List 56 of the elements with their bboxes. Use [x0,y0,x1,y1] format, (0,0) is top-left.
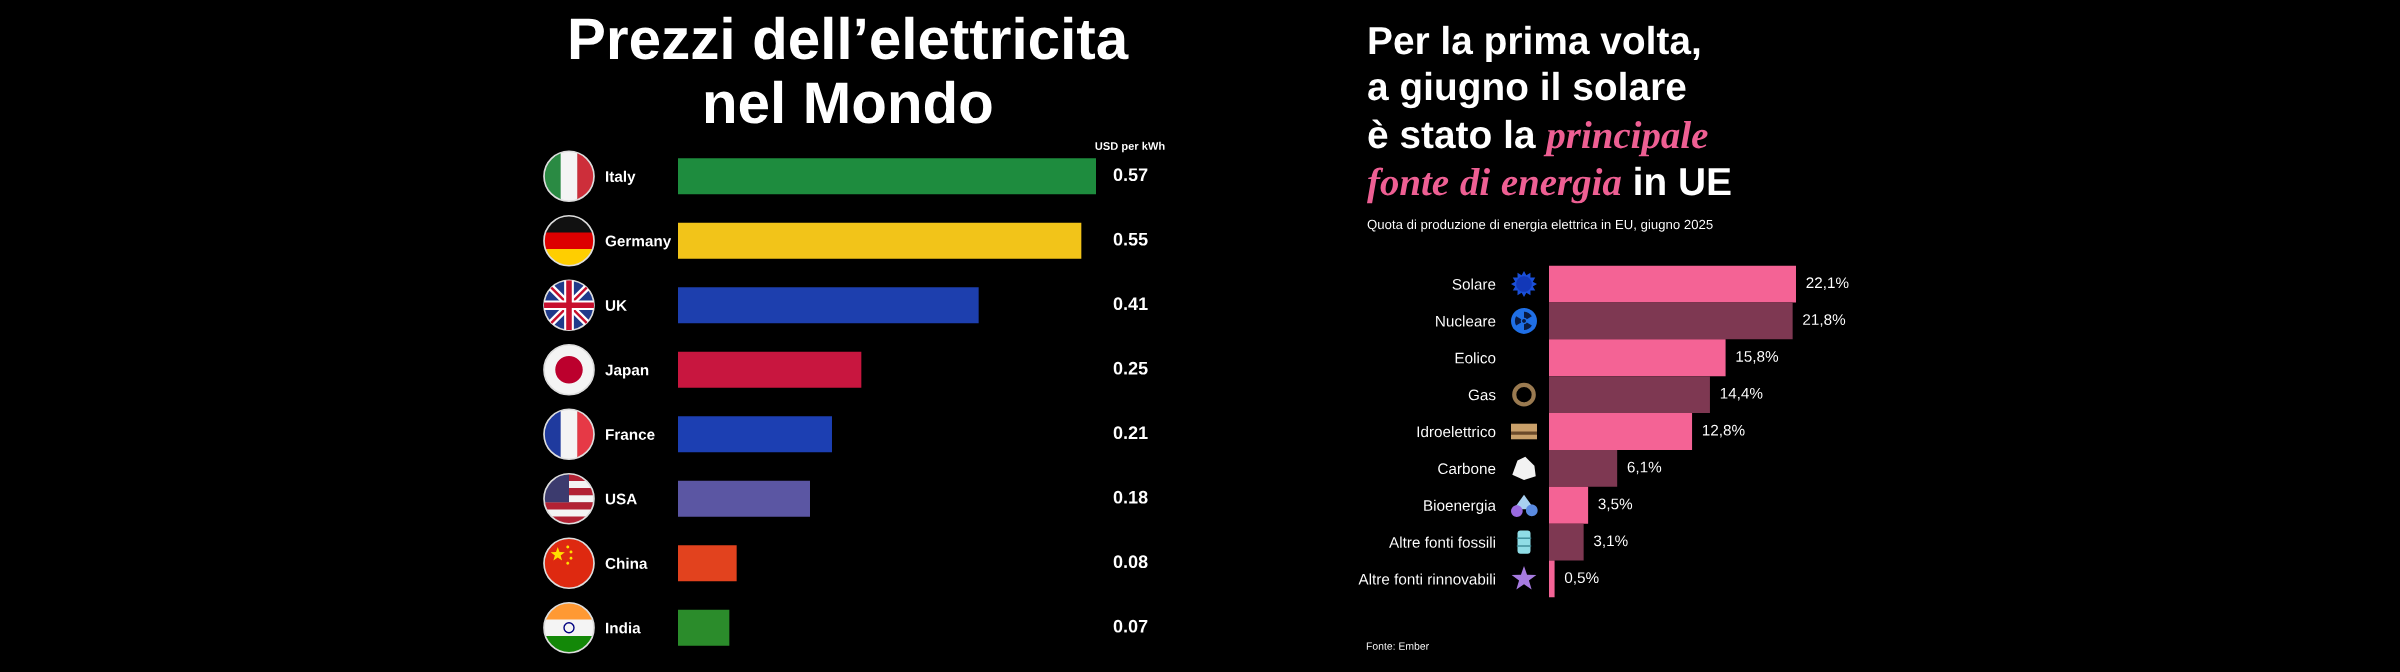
data-label: 0.07 [1113,619,1148,633]
y-tick-label: USA [605,493,637,505]
y-tick-label: Altre fonti rinnovabili [1358,573,1495,585]
chart-title: Prezzi dell’elettricita nel Mondo [570,16,1129,124]
data-label: 0.57 [1113,168,1148,182]
bar [678,351,862,388]
bar [678,416,832,453]
data-label: 0.41 [1113,297,1148,311]
bar [1549,449,1618,487]
chart-subtitle: Quota di produzione di energia elettrica in EU, giugno 2025 [1367,219,1713,232]
data-label: 0.21 [1113,426,1148,440]
bar [678,545,737,582]
data-label: 6,1% [1627,461,1662,475]
y-tick-label: Gas [1468,389,1496,401]
data-label: 0.25 [1113,361,1148,375]
source-note: Fonte: Ember [1366,642,1429,650]
y-tick-label: France [606,429,655,440]
y-tick-label: Italy [606,170,636,185]
data-label: 15,8% [1736,351,1779,364]
y-tick-label: UK [605,300,627,311]
y-tick-label: India [606,622,641,634]
bar [1549,302,1793,340]
y-tick-label: Germany [605,235,672,250]
bar [1549,339,1726,377]
data-label: 21,8% [1803,314,1846,327]
data-label: 0.55 [1113,232,1148,246]
y-tick-label: Japan [605,364,649,379]
bar [1549,560,1555,598]
data-label: 3,1% [1593,535,1628,549]
data-label: 0,5% [1564,572,1599,585]
x-axis-title: USD per kWh [1095,141,1165,153]
bar [1549,265,1796,303]
bar [678,287,979,324]
data-label: 22,1% [1806,277,1849,290]
y-tick-label: Solare [1452,278,1496,290]
y-tick-label: Bioenergia [1424,499,1496,514]
bar [678,222,1082,259]
bar [1549,413,1693,450]
y-tick-label: China [605,557,648,569]
bar [678,480,810,517]
y-tick-label: Idroelettrico [1417,425,1496,438]
data-label: 0.18 [1113,490,1148,504]
bar [678,158,1096,195]
y-tick-label: Carbone [1438,462,1496,475]
y-tick-label: Nucleare [1436,315,1496,327]
chart-title: Per la prima volta, a giugno il solare è stato la principale fonte di energia in UE [1367,25,1731,204]
bar [678,609,730,646]
data-label: 12,8% [1702,424,1745,438]
bar [1549,486,1589,524]
y-tick-label: Eolico [1455,352,1496,364]
data-label: 0.08 [1113,555,1148,569]
bar [1549,523,1584,561]
data-label: 3,5% [1598,498,1633,512]
bar [1549,376,1710,414]
data-label: 14,4% [1720,387,1763,401]
y-tick-label: Altre fonti fossili [1389,536,1495,548]
